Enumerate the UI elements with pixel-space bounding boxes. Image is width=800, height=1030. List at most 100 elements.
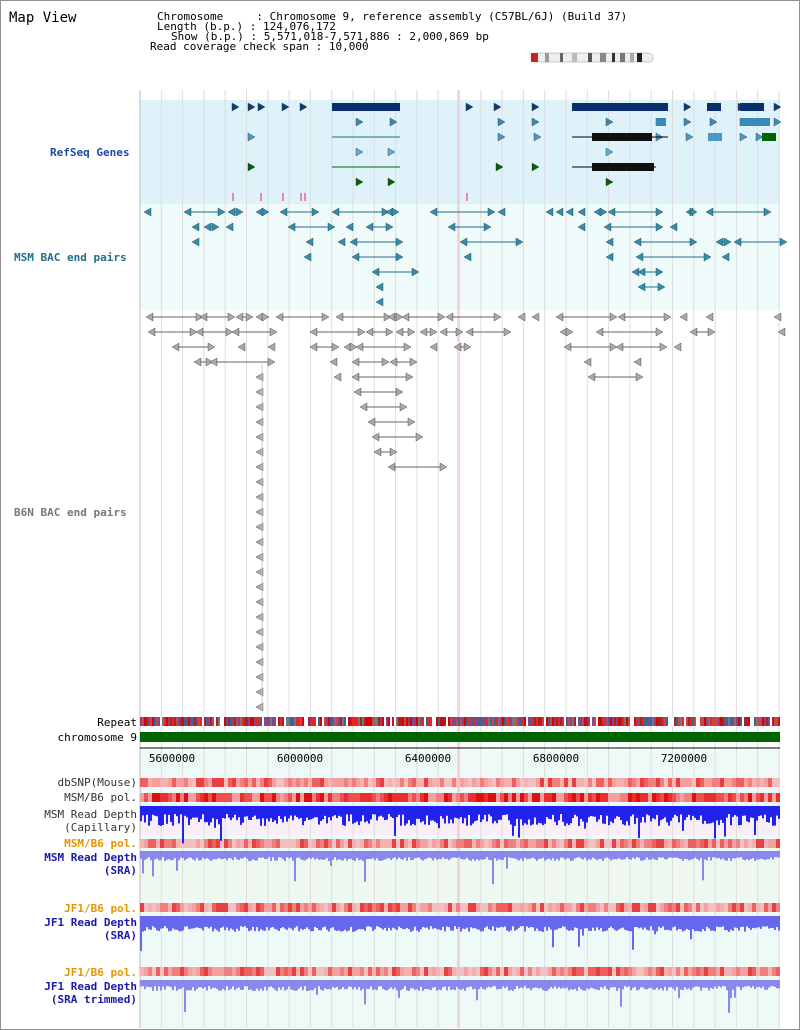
depth-tracks[interactable] [140, 806, 780, 1013]
depth-bar [310, 980, 312, 991]
depth-bar [454, 851, 456, 858]
depth-bar [326, 916, 328, 930]
dbsnp-cell [156, 778, 160, 787]
depth-bar [354, 851, 356, 861]
depth-bar [710, 851, 712, 861]
depth-bar [560, 980, 562, 989]
depth-bar [176, 806, 178, 817]
depth-bar [158, 851, 160, 861]
pol-cell [400, 839, 404, 848]
pol-cell [252, 967, 256, 976]
dbsnp-cell [524, 778, 528, 787]
depth-bar [650, 851, 652, 860]
depth-bar [736, 916, 738, 928]
pol-cell [600, 793, 604, 802]
refseq-genes[interactable] [231, 102, 782, 201]
depth-bar [568, 980, 570, 991]
depth-bar [318, 806, 320, 825]
pol-cell [380, 839, 384, 848]
heat-tracks[interactable] [140, 778, 780, 976]
dbsnp-cell [604, 778, 608, 787]
dbsnp-cell [184, 778, 188, 787]
depth-bar [582, 806, 584, 822]
depth-bar [718, 851, 720, 859]
depth-bar [674, 980, 676, 991]
pol-cell [636, 793, 640, 802]
pol-cell [444, 903, 448, 912]
depth-bar [690, 851, 692, 860]
pol-cell [224, 967, 228, 976]
depth-bar [502, 916, 504, 928]
depth-bar [366, 980, 368, 989]
bac-end-marker [191, 222, 200, 232]
repeat-segment [182, 717, 184, 726]
depth-bar [490, 806, 492, 817]
pol-cell [776, 903, 780, 912]
dbsnp-cell [444, 778, 448, 787]
depth-bar [494, 806, 496, 822]
pol-cell [456, 967, 460, 976]
gene-block [332, 103, 400, 111]
depth-bar [226, 980, 228, 987]
repeat-segment [668, 717, 670, 726]
dbsnp-cell [612, 778, 616, 787]
repeat-segment [562, 717, 564, 726]
pol-cell [404, 839, 408, 848]
pol-cell [408, 903, 412, 912]
pol-cell [760, 793, 764, 802]
bac-end-marker [617, 312, 626, 322]
repeat-segment [248, 717, 250, 726]
depth-bar [488, 806, 490, 815]
depth-bar [200, 916, 202, 929]
gene-strand-marker [755, 132, 764, 142]
chromosome-bar[interactable] [140, 732, 780, 742]
dbsnp-cell [352, 778, 356, 787]
dbsnp-cell [372, 778, 376, 787]
b6n-bac-pairs[interactable] [145, 312, 786, 712]
pol-cell [348, 903, 352, 912]
bac-end-marker [723, 237, 732, 247]
dbsnp-cell [556, 778, 560, 787]
pol-cell [444, 967, 448, 976]
depth-bar [426, 980, 428, 989]
pol-cell [752, 839, 756, 848]
depth-bar [722, 851, 724, 859]
depth-bar [234, 851, 236, 858]
bac-end-marker [655, 267, 664, 277]
pol-cell [680, 967, 684, 976]
pol-cell [716, 839, 720, 848]
track-label-msm-bac[interactable]: MSM BAC end pairs [14, 251, 127, 264]
depth-bar [544, 851, 546, 861]
repeat-segment [174, 717, 176, 726]
depth-bar [578, 806, 580, 826]
depth-bar [606, 980, 608, 990]
pol-cell [756, 839, 760, 848]
depth-bar [300, 916, 302, 929]
pol-cell [412, 903, 416, 912]
chromosome-ideogram[interactable] [530, 52, 654, 63]
pol-cell [744, 839, 748, 848]
repeat-segment [724, 717, 726, 726]
depth-bar [596, 851, 598, 861]
pol-cell [348, 839, 352, 848]
repeat-track[interactable] [140, 717, 780, 726]
depth-bar [572, 851, 574, 861]
depth-bar [430, 916, 432, 927]
depth-bar [294, 980, 296, 991]
depth-bar [422, 916, 424, 927]
depth-bar [232, 916, 234, 930]
depth-bar [696, 980, 698, 987]
depth-bar [716, 980, 718, 989]
depth-bar [244, 806, 246, 817]
depth-bar [490, 916, 492, 931]
dbsnp-cell [308, 778, 312, 787]
repeat-segment [234, 717, 236, 726]
msm-bac-pairs[interactable] [143, 207, 788, 307]
depth-bar [650, 916, 652, 927]
dbsnp-cell [620, 778, 624, 787]
track-label-b6n-bac[interactable]: B6N BAC end pairs [14, 506, 127, 519]
track-label-refseq[interactable]: RefSeq Genes [50, 146, 130, 159]
depth-bar [390, 806, 392, 817]
bac-end-marker [633, 357, 642, 367]
